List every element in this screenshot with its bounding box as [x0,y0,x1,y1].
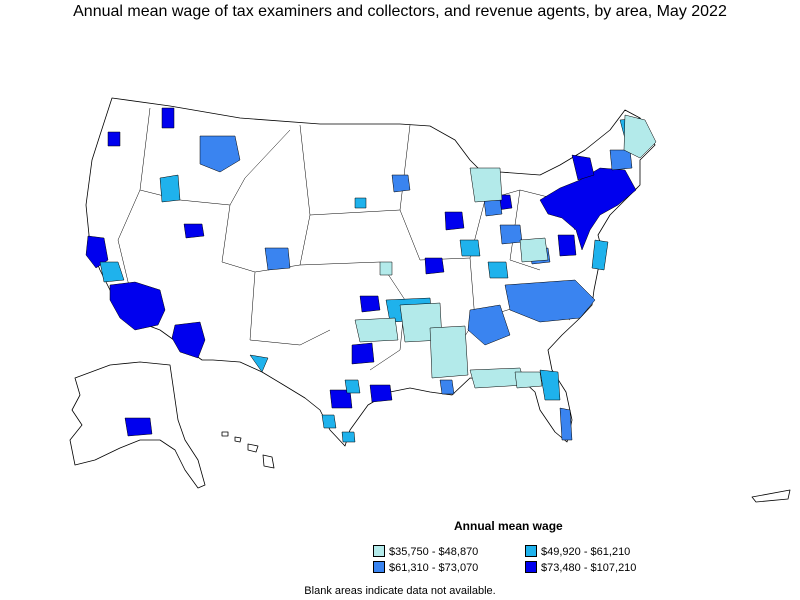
legend-item: $35,750 - $48,870 [373,545,478,558]
legend-swatch [525,561,537,573]
hawaii-island [247,443,259,453]
legend-swatch [373,545,385,557]
areas-top-tier [85,107,637,437]
legend-title: Annual mean wage [454,519,563,533]
map-title: Annual mean wage of tax examiners and co… [73,3,727,20]
hawaii-island [262,454,275,469]
areas-second-tier [199,135,633,441]
hawaii-island [234,436,242,443]
areas-bottom-tier [354,114,657,389]
legend-item: $49,920 - $61,210 [525,545,630,558]
legend-swatch [373,561,385,573]
legend-label: $49,920 - $61,210 [541,546,631,558]
puerto-rico-outline [751,489,791,503]
legend-item: $61,310 - $73,070 [373,561,478,574]
footnote: Blank areas indicate data not available. [304,585,496,597]
legend-swatch [525,545,537,557]
legend-label: $35,750 - $48,870 [389,546,479,558]
legend-item: $73,480 - $107,210 [525,561,636,574]
legend-label: $73,480 - $107,210 [541,562,637,574]
legend-label: $61,310 - $73,070 [389,562,479,574]
hawaii-island [221,431,229,437]
